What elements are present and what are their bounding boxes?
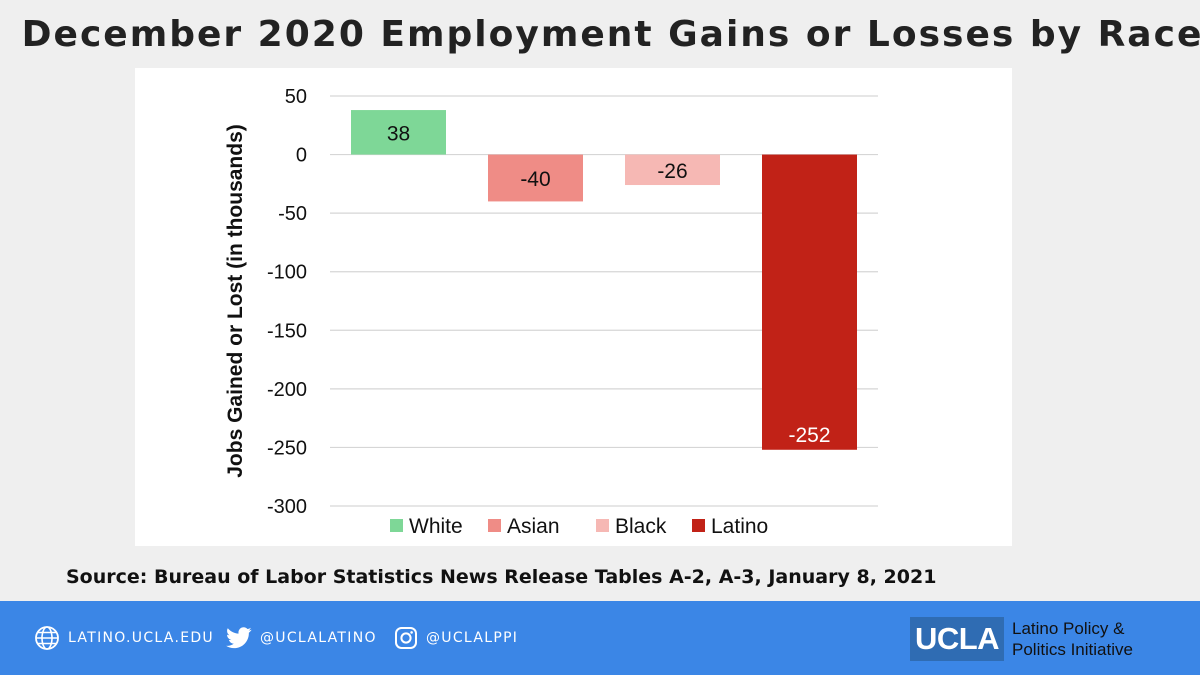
y-axis-label: Jobs Gained or Lost (in thousands) — [224, 124, 247, 478]
website-link[interactable]: LATINO.UCLA.EDU — [34, 601, 214, 675]
chart-title: December 2020 Employment Gains or Losses… — [21, 14, 1200, 55]
bar-latino — [762, 154, 857, 450]
y-tick-label: -100 — [267, 262, 307, 284]
legend-swatch — [390, 519, 403, 532]
data-label: -40 — [520, 168, 550, 191]
bar-black — [625, 154, 720, 186]
chart-area: 50 0 -50 -100 -150 -200 -250 -300 Jobs Gained or… — [135, 68, 1012, 546]
y-tick-label: -150 — [267, 320, 307, 342]
twitter-link[interactable]: @UCLALATINO — [226, 601, 377, 675]
source-note: Source: Bureau of Labor Statistics News … — [66, 566, 937, 588]
instagram-icon — [395, 627, 417, 649]
legend-label: White — [409, 515, 463, 538]
ucla-logo: UCLA — [910, 617, 1004, 661]
data-label: -252 — [788, 424, 830, 447]
legend-swatch — [488, 519, 501, 532]
website-text: LATINO.UCLA.EDU — [68, 630, 214, 646]
twitter-icon — [226, 627, 252, 649]
twitter-handle: @UCLALATINO — [260, 630, 377, 646]
y-tick-label: -300 — [267, 496, 307, 518]
legend-label: Black — [615, 515, 667, 538]
y-tick-label: 50 — [285, 86, 307, 108]
instagram-link[interactable]: @UCLALPPI — [394, 601, 518, 675]
org-name: Latino Policy & Politics Initiative — [1012, 618, 1192, 660]
legend-label: Latino — [711, 515, 768, 538]
bar-asian — [488, 154, 583, 202]
org-name-line2: Politics Initiative — [1012, 640, 1133, 659]
y-tick-label: -200 — [267, 379, 307, 401]
legend-label: Asian — [507, 515, 560, 538]
bar-chart: 50 0 -50 -100 -150 -200 -250 -300 Jobs Gained or… — [224, 86, 878, 538]
org-name-line1: Latino Policy & — [1012, 619, 1125, 638]
legend-swatch — [596, 519, 609, 532]
instagram-handle: @UCLALPPI — [426, 630, 519, 646]
y-tick-label: 0 — [296, 145, 307, 167]
footer-bar: LATINO.UCLA.EDU @UCLALATINO @UCLALPPI UC… — [0, 601, 1200, 675]
y-tick-label: -50 — [278, 203, 307, 225]
y-tick-label: -250 — [267, 437, 307, 459]
globe-icon — [35, 626, 59, 650]
legend-swatch — [692, 519, 705, 532]
data-label: -26 — [657, 160, 687, 183]
bar-white — [351, 110, 446, 155]
data-label: 38 — [387, 122, 410, 145]
